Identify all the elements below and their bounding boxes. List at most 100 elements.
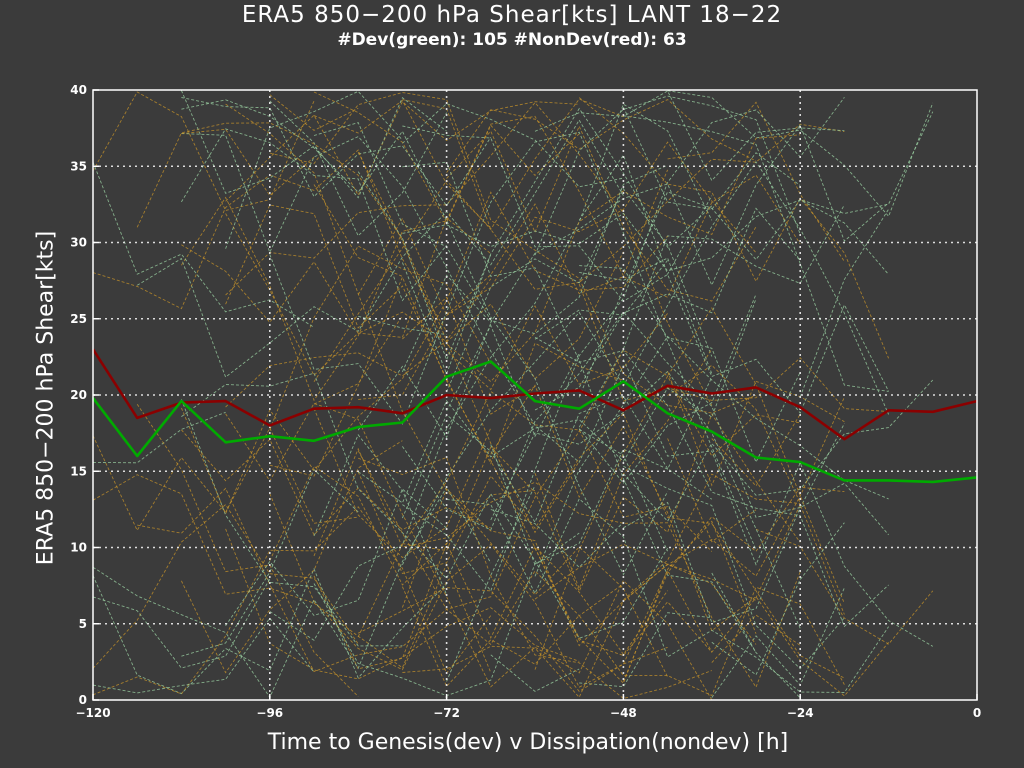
background-track xyxy=(667,371,845,487)
background-track xyxy=(181,244,624,380)
background-track xyxy=(269,92,757,414)
background-track xyxy=(534,335,889,577)
background-track xyxy=(534,543,757,601)
background-track xyxy=(357,569,713,692)
background-track xyxy=(490,444,580,566)
background-track xyxy=(711,572,801,699)
y-axis-label: ERA5 850−200 hPa Shear[kts] xyxy=(33,230,59,566)
background-track xyxy=(534,337,889,628)
background-track xyxy=(357,298,757,504)
y-tick-label: 35 xyxy=(70,159,87,173)
background-track xyxy=(92,486,492,699)
background-track xyxy=(313,489,536,670)
background-track xyxy=(357,322,492,439)
background-track xyxy=(578,294,757,484)
background-track xyxy=(446,187,713,393)
background-track xyxy=(446,498,889,693)
background-track xyxy=(402,97,845,592)
x-tick-label: −96 xyxy=(256,706,283,720)
background-track xyxy=(490,370,801,629)
background-track xyxy=(623,423,845,623)
series-lines xyxy=(91,348,978,484)
background-track xyxy=(622,486,845,682)
background-track xyxy=(92,91,315,212)
background-track xyxy=(357,307,845,610)
background-track xyxy=(402,563,757,699)
background-track xyxy=(136,119,624,378)
background-track xyxy=(225,204,624,465)
background-track xyxy=(181,133,624,463)
background-track xyxy=(711,614,801,663)
background-track xyxy=(92,617,315,694)
background-track xyxy=(225,278,492,408)
chart-title: ERA5 850−200 hPa Shear[kts] LANT 18−22 xyxy=(241,2,783,28)
background-track xyxy=(623,379,934,522)
background-track xyxy=(578,204,845,428)
background-track xyxy=(92,578,271,669)
background-track xyxy=(181,97,492,207)
background-track xyxy=(92,503,359,669)
background-track xyxy=(401,107,713,376)
background-track xyxy=(269,94,359,131)
background-track xyxy=(225,488,447,626)
x-tick-label: −48 xyxy=(610,706,637,720)
background-track xyxy=(578,283,889,412)
background-track xyxy=(623,115,889,392)
background-track xyxy=(401,124,889,372)
background-track xyxy=(622,359,934,647)
background-track xyxy=(269,131,757,550)
background-track xyxy=(180,90,447,199)
background-track xyxy=(313,184,403,277)
background-track xyxy=(269,245,492,430)
background-track xyxy=(225,402,713,701)
y-tick-label: 15 xyxy=(70,464,87,478)
background-track xyxy=(534,375,801,670)
background-track xyxy=(490,384,889,697)
background-track xyxy=(357,171,492,362)
background-track xyxy=(92,161,315,328)
background-track xyxy=(534,90,845,182)
background-track xyxy=(313,122,668,335)
x-tick-label: 0 xyxy=(973,706,981,720)
background-track xyxy=(313,434,448,595)
background-track xyxy=(92,411,226,464)
x-axis-label: Time to Genesis(dev) v Dissipation(nonde… xyxy=(267,730,789,755)
background-track xyxy=(357,174,801,316)
background-track xyxy=(225,90,403,249)
background-track xyxy=(180,399,403,647)
background-track xyxy=(534,95,801,256)
background-track xyxy=(490,654,580,692)
tick-labels: −120 −96 −72 −48 −24 0 0 5 10 15 20 25 30 35 40 xyxy=(70,83,981,720)
background-track xyxy=(402,161,757,653)
background-track xyxy=(313,408,492,559)
x-tick-label: −120 xyxy=(75,706,110,720)
background-track xyxy=(92,506,492,696)
background-track xyxy=(579,265,801,464)
background-track xyxy=(313,98,624,383)
y-tick-label: 20 xyxy=(70,388,87,402)
background-track xyxy=(446,134,801,383)
series-line-1 xyxy=(91,360,978,484)
background-track xyxy=(136,403,359,697)
background-track xyxy=(313,315,403,405)
y-tick-label: 40 xyxy=(70,83,87,97)
y-tick-label: 30 xyxy=(70,236,87,250)
y-tick-label: 25 xyxy=(70,312,87,326)
background-track xyxy=(313,91,580,224)
background-track xyxy=(401,395,713,524)
background-track xyxy=(180,191,668,515)
background-track xyxy=(269,103,713,641)
background-track xyxy=(711,522,845,676)
background-track xyxy=(92,474,492,673)
background-track xyxy=(269,465,668,656)
background-track xyxy=(755,528,934,645)
background-track xyxy=(446,125,757,302)
y-tick-label: 5 xyxy=(79,617,87,631)
background-track xyxy=(357,412,845,679)
background-track xyxy=(181,468,359,657)
background-track xyxy=(225,100,580,202)
background-track xyxy=(181,372,668,639)
background-track xyxy=(401,396,845,647)
background-track xyxy=(402,199,889,275)
background-track xyxy=(534,503,845,657)
